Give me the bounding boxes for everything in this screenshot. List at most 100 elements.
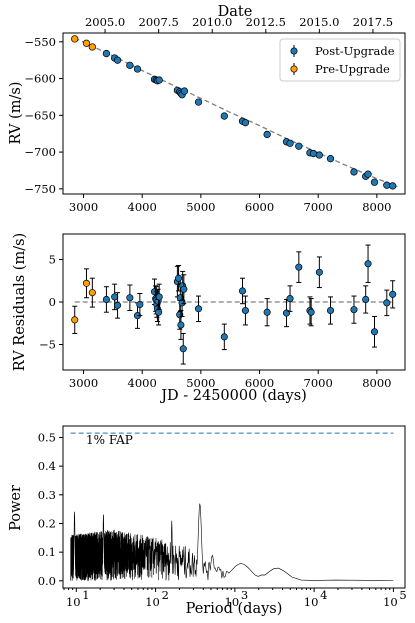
- x-tick-label: 3000: [69, 376, 98, 390]
- rv-point: [102, 49, 111, 58]
- x-tick-exponent: 5: [399, 588, 406, 602]
- residuals-x-axis-label: JD - 2450000 (days): [159, 388, 307, 404]
- rv-point: [241, 119, 250, 127]
- periodogram-panel: 0.00.10.20.30.40.5 10 1 10 2 10 3 10 4 10 5 Power…: [8, 425, 407, 617]
- residual-point: [241, 306, 249, 315]
- x-tick-label: 4000: [128, 376, 157, 390]
- y-tick-label: 0.2: [38, 516, 56, 530]
- residual-point: [155, 293, 163, 301]
- x-tick-label: 3000: [69, 200, 98, 214]
- residual-point: [177, 321, 185, 329]
- residual-point: [315, 268, 323, 276]
- fap-label: 1% FAP: [86, 433, 133, 447]
- rv-point: [364, 170, 372, 178]
- legend-pre-label: Pre-Upgrade: [315, 62, 390, 76]
- x-tick-exponent: 3: [241, 588, 248, 602]
- residual-point: [307, 308, 315, 316]
- top-axis-label: Date: [218, 4, 253, 20]
- x-tick-label: 10: [66, 595, 81, 609]
- rv-point: [71, 35, 79, 43]
- rv-point: [220, 112, 228, 120]
- residual-point: [102, 295, 110, 304]
- rv-point: [155, 76, 163, 84]
- legend-post-marker: [290, 47, 298, 55]
- residual-point: [282, 309, 291, 317]
- residual-point: [362, 295, 370, 304]
- rv-point: [350, 168, 358, 176]
- rv-y-axis-label: RV (m/s): [8, 82, 24, 145]
- x-tick-label: 5000: [186, 200, 215, 214]
- rv-points: [71, 35, 397, 190]
- residual-point: [71, 316, 79, 324]
- y-tick-label: 5: [49, 253, 56, 267]
- x-tick-label: 5000: [186, 376, 215, 390]
- y-tick-label: −550: [24, 35, 56, 49]
- rv-point: [180, 87, 189, 95]
- rv-panel: Date 2005.0 2007.5 2010.0 2012.5 2015.0 2017.…: [8, 4, 406, 214]
- rv-point: [286, 139, 294, 147]
- x-tick-label: 6000: [245, 200, 274, 214]
- residual-point: [194, 305, 203, 313]
- y-tick-label: −700: [24, 145, 56, 159]
- residual-point: [326, 306, 335, 315]
- residual-point: [88, 289, 96, 297]
- residual-point: [286, 295, 294, 303]
- rv-point: [315, 151, 324, 159]
- residual-point: [295, 263, 303, 271]
- rv-point: [295, 142, 303, 150]
- x-tick-label: 6000: [245, 376, 274, 390]
- y-tick-label: 0: [49, 295, 56, 309]
- residual-point: [389, 290, 397, 298]
- x-tick-exponent: 4: [320, 588, 327, 602]
- rv-point: [194, 98, 203, 106]
- residual-point: [263, 308, 271, 316]
- residual-point: [179, 345, 187, 353]
- residual-point: [155, 308, 163, 316]
- residuals-y-axis-label: RV Residuals (m/s): [12, 233, 28, 371]
- rv-point: [370, 178, 379, 186]
- top-tick-labels: 2005.0 2007.5 2010.0 2012.5 2015.0 2017.5: [85, 15, 393, 33]
- top-tick-label: 2017.5: [353, 15, 393, 29]
- residual-point: [383, 299, 391, 307]
- periodogram-x-axis-label: Period (days): [186, 601, 283, 617]
- x-tick-label: 10: [145, 595, 160, 609]
- residual-point: [175, 274, 183, 282]
- rv-point: [88, 43, 96, 51]
- y-tick-label: −5: [39, 338, 56, 352]
- x-tick-label: 10: [383, 595, 398, 609]
- rv-point: [263, 130, 271, 139]
- rv-plot-frame: [62, 32, 406, 195]
- residual-point: [114, 301, 122, 309]
- residual-point: [180, 285, 188, 293]
- y-tick-label: 0.4: [38, 459, 56, 473]
- residuals-points: [71, 244, 397, 365]
- legend-post-label: Post-Upgrade: [315, 44, 395, 58]
- x-tick-label: 8000: [362, 200, 391, 214]
- residuals-x-ticks: 3000 4000 5000 6000 7000 8000: [69, 370, 391, 390]
- rv-point: [326, 155, 335, 163]
- residual-point: [364, 260, 372, 268]
- periodogram-y-axis-label: Power: [8, 485, 24, 531]
- residual-point: [370, 328, 379, 336]
- x-tick-label: 7000: [304, 200, 333, 214]
- y-tick-label: 0.1: [38, 545, 56, 559]
- periodogram-x-ticks: 10 1 10 2 10 3 10 4 10 5: [63, 588, 407, 609]
- residual-point: [136, 300, 144, 309]
- x-tick-label: 10: [304, 595, 319, 609]
- y-tick-label: 0.3: [38, 488, 56, 502]
- y-tick-label: −750: [24, 182, 56, 196]
- top-tick-label: 2010.0: [192, 15, 232, 29]
- top-tick-label: 2007.5: [139, 15, 179, 29]
- rv-x-ticks: 3000 4000 5000 6000 7000 8000: [69, 194, 391, 214]
- top-tick-label: 2012.5: [246, 15, 286, 29]
- legend-pre-marker: [290, 65, 298, 73]
- x-tick-label: 4000: [128, 200, 157, 214]
- rv-y-ticks: −550 −600 −650 −700 −750: [24, 35, 63, 196]
- rv-point: [133, 65, 142, 73]
- residuals-panel: 5 0 −5 3000 4000 5000 6000 7000 8000 RV Residua…: [12, 233, 406, 404]
- residuals-y-ticks: 5 0 −5: [39, 253, 63, 352]
- legend: Post-Upgrade Pre-Upgrade: [279, 38, 401, 82]
- y-tick-label: −600: [24, 72, 56, 86]
- y-tick-label: −650: [24, 108, 56, 122]
